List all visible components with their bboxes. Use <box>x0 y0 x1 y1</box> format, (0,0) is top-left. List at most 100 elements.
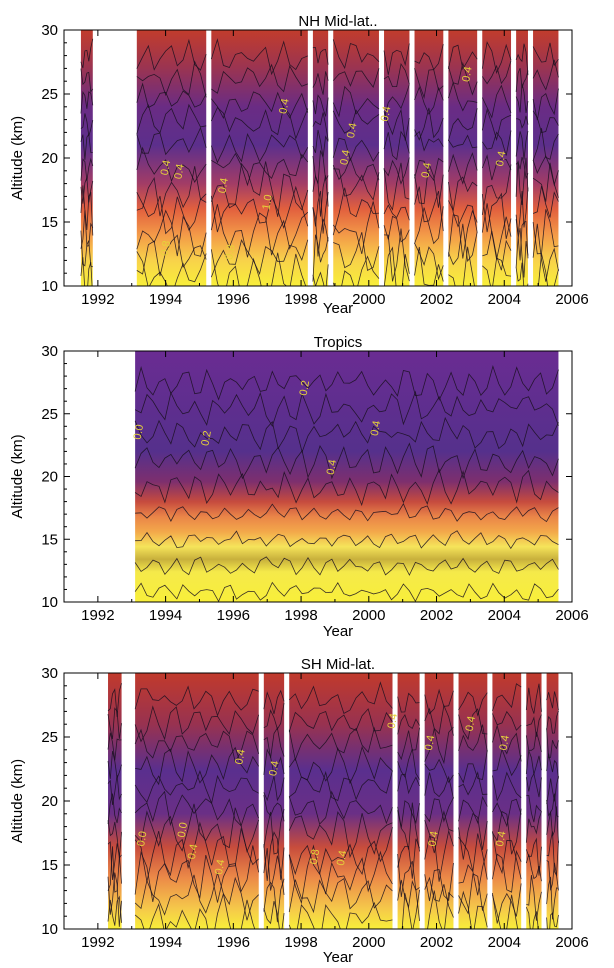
contour-line <box>134 845 260 903</box>
contour-line <box>332 187 380 236</box>
contour-label: 0.4 <box>497 734 511 751</box>
contour-line <box>424 704 454 736</box>
contour-line <box>492 747 522 777</box>
contour-line <box>525 854 542 882</box>
contour-label: 0.0 <box>176 821 190 838</box>
contour-line <box>136 166 207 217</box>
contour-line <box>458 708 488 741</box>
contour-line <box>424 772 454 799</box>
contour-line <box>211 152 309 187</box>
contour-line <box>414 86 444 115</box>
contour-line <box>134 893 256 929</box>
x-tick-label: 2002 <box>420 607 453 624</box>
contour-line <box>210 238 309 278</box>
contour-label: 1.0 <box>260 194 274 211</box>
contour-label: 0.0 <box>132 423 146 440</box>
contour-line <box>448 134 478 149</box>
contour-line <box>80 157 94 182</box>
contour-label: 0.4 <box>420 162 434 179</box>
contour-line <box>492 808 522 855</box>
contour-line <box>134 871 259 921</box>
contour-line <box>134 728 260 763</box>
contour-line <box>492 771 522 802</box>
contour-line <box>263 900 285 929</box>
contour-label: 0.8 <box>223 244 237 261</box>
contour-line <box>136 234 207 277</box>
contour-line <box>515 187 529 235</box>
contour-line <box>332 255 380 286</box>
contour-line <box>80 133 93 160</box>
contour-line <box>538 253 559 286</box>
contour-line <box>263 702 285 730</box>
contour-line <box>526 794 542 823</box>
y-axis-title: Altitude (km) <box>9 434 26 518</box>
contour-line <box>492 798 522 828</box>
contour-line <box>458 750 488 784</box>
contour-line <box>136 60 207 98</box>
contour-line <box>263 831 285 882</box>
contour-label: 0.4 <box>325 459 339 476</box>
contour-line <box>332 137 380 163</box>
contour-line <box>492 894 519 929</box>
contour-line <box>383 204 410 221</box>
contour-line <box>515 68 529 92</box>
contour-line <box>481 84 512 119</box>
x-tick-label: 1998 <box>284 607 317 624</box>
contour-label: 0.0 <box>135 830 149 847</box>
contour-line <box>458 873 488 915</box>
contour-line <box>332 157 380 182</box>
contour-line <box>532 128 559 161</box>
y-tick-label: 10 <box>41 921 58 938</box>
contour-line <box>458 771 488 796</box>
contour-line <box>312 150 329 185</box>
contour-line <box>134 365 559 401</box>
data-strip <box>448 30 478 286</box>
contour-line <box>107 820 122 859</box>
data-strip <box>397 673 420 929</box>
contour-label: 0.4 <box>379 105 393 122</box>
contour-line <box>136 146 207 183</box>
contour-line <box>448 181 478 233</box>
contour-line <box>546 806 559 844</box>
contour-line <box>80 38 94 69</box>
contour-line <box>312 94 329 117</box>
x-axis-title: Year <box>323 949 353 966</box>
contour-line <box>526 714 542 737</box>
contour-line <box>134 705 260 743</box>
contour-line <box>134 769 259 805</box>
y-tick-label: 10 <box>41 594 58 611</box>
contour-line <box>107 872 122 927</box>
contour-line <box>492 883 522 924</box>
contour-line <box>134 556 559 576</box>
contour-line <box>525 906 539 929</box>
contour-line <box>107 774 122 805</box>
contour-line <box>492 683 522 711</box>
contour-line <box>397 853 420 898</box>
contour-line <box>546 776 559 804</box>
contour-line <box>414 107 444 141</box>
contour-line <box>332 109 380 134</box>
y-tick-label: 30 <box>41 343 58 360</box>
contour-line <box>492 724 522 762</box>
contour-line <box>515 214 529 261</box>
contour-label: 0.4 <box>369 420 383 437</box>
contour-line <box>515 156 529 180</box>
contour-line <box>481 60 512 85</box>
contour-line <box>532 88 559 121</box>
contour-line <box>383 215 410 243</box>
contour-label: 0.4 <box>267 760 281 777</box>
contour-line <box>492 849 522 893</box>
x-tick-label: 1996 <box>217 291 250 308</box>
contour-line <box>107 793 122 825</box>
contour-line <box>448 209 478 259</box>
x-tick-label: 2004 <box>488 291 521 308</box>
contour-line <box>288 745 393 785</box>
x-tick-label: 1994 <box>149 934 182 951</box>
panel-title: SH Mid-lat. <box>301 656 375 673</box>
contour-line <box>312 71 329 95</box>
contour-line <box>383 228 410 282</box>
contour-line <box>210 249 307 286</box>
contour-line <box>136 38 207 71</box>
contour-line <box>312 47 329 65</box>
x-tick-label: 2002 <box>420 291 453 308</box>
